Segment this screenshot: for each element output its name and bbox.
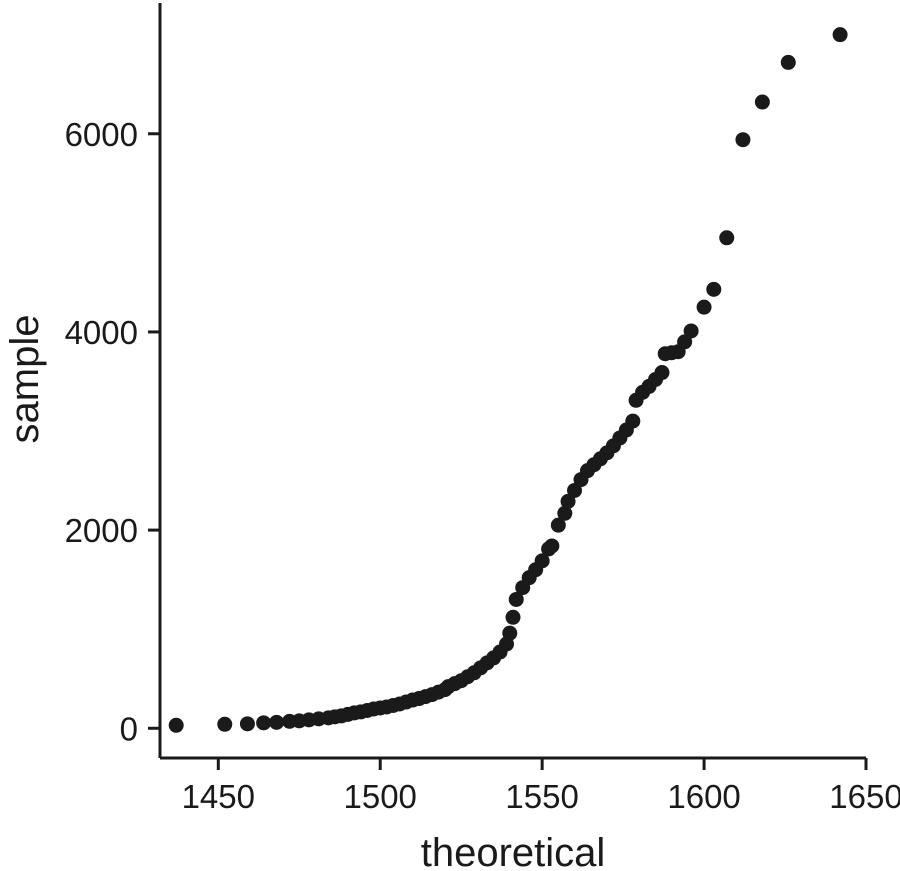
data-point bbox=[550, 517, 566, 533]
data-point bbox=[239, 716, 255, 732]
data-point bbox=[567, 482, 583, 498]
x-tick-label: 1550 bbox=[505, 778, 578, 815]
data-point bbox=[832, 27, 848, 43]
data-point bbox=[168, 717, 184, 733]
x-tick-label: 1600 bbox=[667, 778, 740, 815]
data-point bbox=[683, 323, 699, 339]
x-tick-label: 1450 bbox=[182, 778, 255, 815]
data-point bbox=[719, 230, 735, 246]
data-point bbox=[696, 299, 712, 315]
x-tick-label: 1500 bbox=[344, 778, 417, 815]
data-point bbox=[560, 493, 576, 509]
y-tick-label: 6000 bbox=[65, 116, 138, 153]
axes: 1450 1500 1550 1600 1650 0 2000 4000 6000 bbox=[65, 3, 900, 815]
data-point bbox=[256, 715, 272, 731]
data-point bbox=[625, 413, 641, 429]
data-point bbox=[508, 591, 524, 607]
data-points bbox=[168, 27, 848, 733]
data-point bbox=[269, 714, 285, 730]
data-point bbox=[706, 281, 722, 297]
data-point bbox=[217, 716, 233, 732]
data-point bbox=[557, 505, 573, 521]
x-axis-ticks: 1450 1500 1550 1600 1650 bbox=[182, 758, 900, 815]
y-tick-label: 2000 bbox=[65, 512, 138, 549]
data-point bbox=[534, 553, 550, 569]
data-point bbox=[677, 334, 693, 350]
y-tick-label: 4000 bbox=[65, 314, 138, 351]
x-tick-label: 1650 bbox=[829, 778, 900, 815]
data-point bbox=[544, 538, 560, 554]
data-point bbox=[735, 132, 751, 148]
data-point bbox=[780, 54, 796, 70]
y-axis-ticks: 0 2000 4000 6000 bbox=[65, 116, 160, 747]
data-point bbox=[754, 94, 770, 110]
data-point bbox=[505, 609, 521, 625]
data-point bbox=[654, 365, 670, 381]
x-axis-title: theoretical bbox=[421, 831, 606, 871]
y-axis-title: sample bbox=[3, 315, 47, 444]
data-point bbox=[502, 625, 518, 641]
y-tick-label: 0 bbox=[120, 710, 138, 747]
